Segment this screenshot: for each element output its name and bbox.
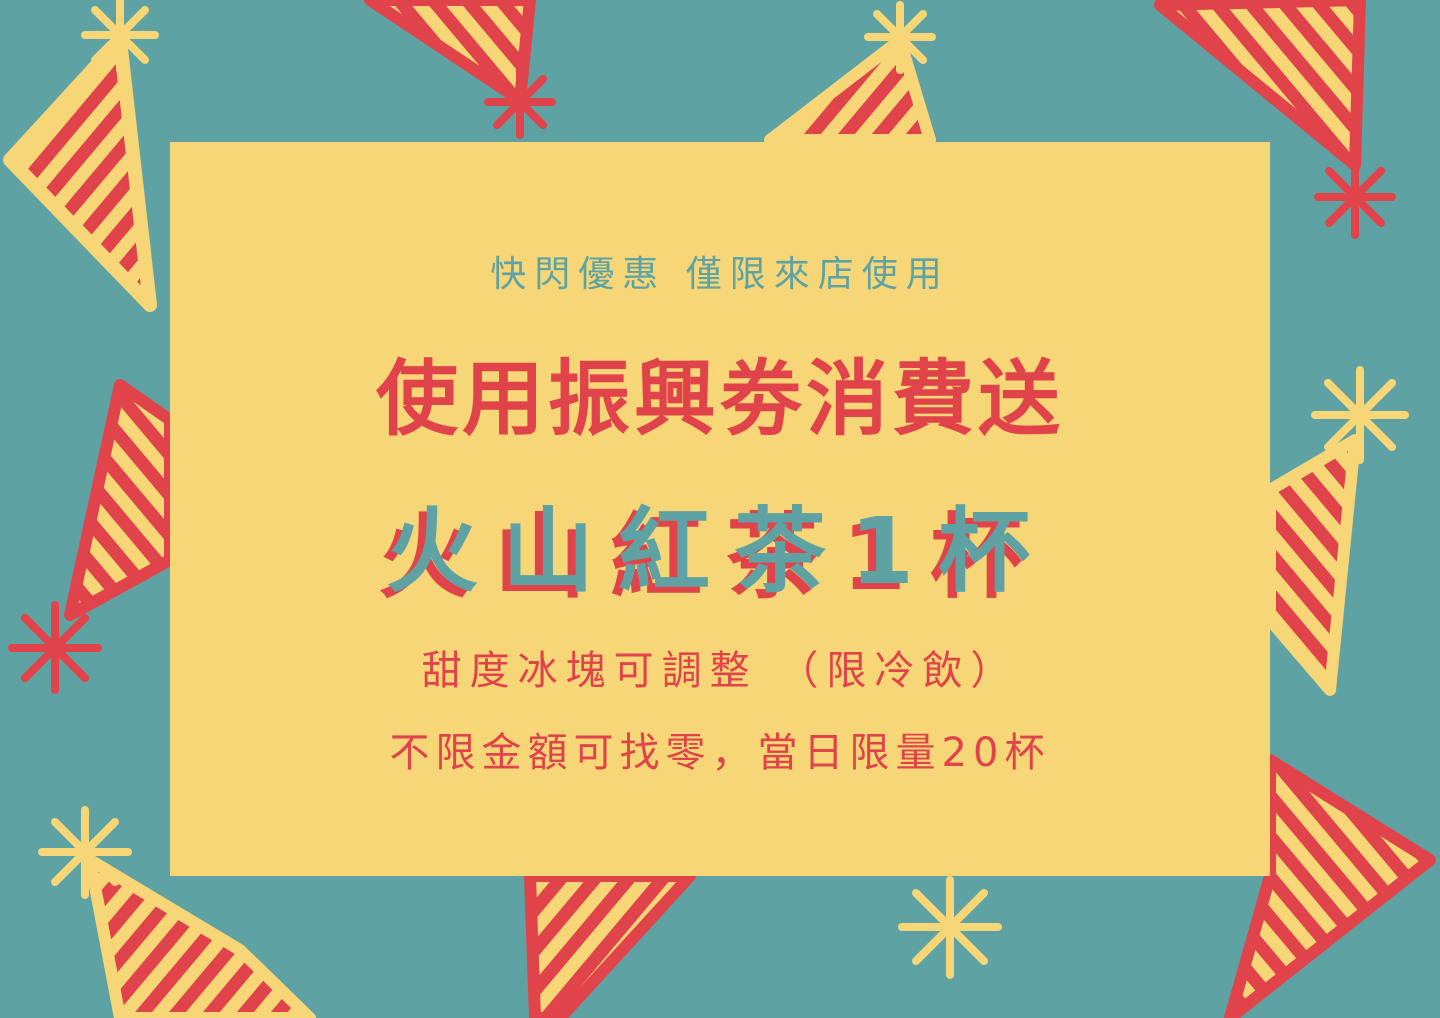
promo-card: 快閃優惠 僅限來店使用 使用振興劵消費送 火山紅茶1杯 甜度冰塊可調整 （限冷飲…: [170, 142, 1270, 876]
party-hat-icon: [524, 870, 696, 1018]
party-hat-icon: [1154, 0, 1396, 239]
party-hat-icon: [3, 0, 159, 312]
party-hat-icon: [1264, 366, 1409, 696]
promo-product: 火山紅茶1杯: [385, 498, 1054, 605]
party-hat-icon: [8, 379, 176, 694]
promo-headline: 使用振興劵消費送: [375, 352, 1064, 447]
promo-note-line-1: 甜度冰塊可調整 （限冷飲）: [421, 648, 1019, 694]
party-hat-icon: [764, 1, 936, 146]
party-hat-icon: [38, 806, 316, 1018]
pompom-burst-icon: [898, 876, 1002, 979]
promo-subtitle: 快閃優惠 僅限來店使用: [490, 254, 950, 295]
party-hat-icon: [1224, 754, 1436, 1018]
promo-note-line-2: 不限金額可找零，當日限量20杯: [389, 730, 1051, 776]
party-hat-icon: [364, 0, 556, 139]
